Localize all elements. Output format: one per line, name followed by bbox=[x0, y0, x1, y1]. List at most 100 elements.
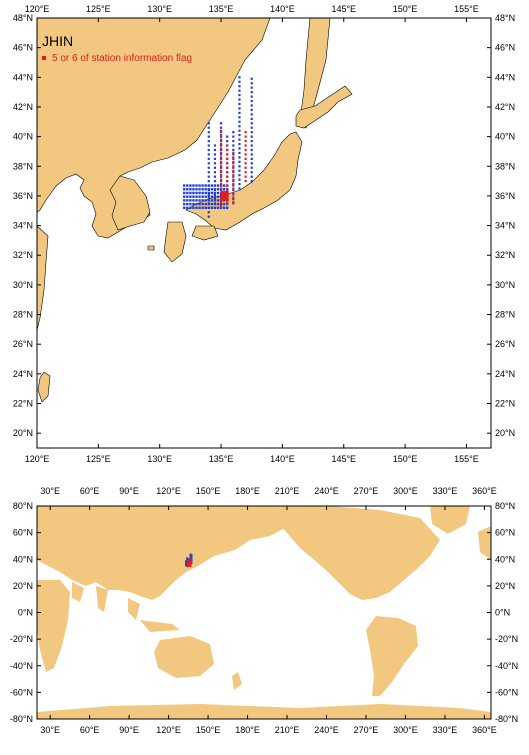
station-marker bbox=[213, 191, 217, 195]
station-marker bbox=[219, 134, 223, 137]
global-land bbox=[37, 506, 491, 719]
station-marker bbox=[213, 184, 217, 187]
lon-tick-label-bottom: 120°E bbox=[25, 454, 50, 464]
station-marker bbox=[232, 178, 235, 181]
station-marker bbox=[195, 188, 198, 191]
station-marker bbox=[216, 188, 220, 191]
lat-tick-label-left: 40°N bbox=[13, 554, 33, 564]
station-marker bbox=[250, 171, 253, 174]
lon-tick-label-bottom: 125°E bbox=[86, 454, 111, 464]
station-marker bbox=[183, 191, 186, 195]
lon-tick-label-top: 360°E bbox=[472, 486, 497, 496]
lat-tick-label-right: 26°N bbox=[495, 339, 515, 349]
lat-tick-label-right: 22°N bbox=[495, 399, 515, 409]
lat-tick-label-right: 80°N bbox=[495, 501, 515, 511]
lon-tick-label-bottom: 145°E bbox=[331, 454, 356, 464]
station-marker bbox=[219, 151, 223, 155]
station-marker bbox=[222, 188, 226, 191]
lat-tick-label-left: -40°N bbox=[10, 661, 33, 671]
station-marker bbox=[213, 202, 217, 206]
station-marker bbox=[250, 135, 253, 138]
station-marker bbox=[219, 156, 223, 159]
station-marker bbox=[213, 157, 217, 160]
station-marker bbox=[207, 166, 210, 169]
station-marker bbox=[183, 202, 186, 206]
station-marker bbox=[213, 171, 217, 174]
station-marker bbox=[207, 206, 210, 209]
station-marker bbox=[198, 202, 201, 206]
station-marker bbox=[226, 175, 229, 178]
station-marker bbox=[238, 80, 241, 83]
station-marker bbox=[210, 184, 214, 187]
lat-tick-label-right: 34°N bbox=[495, 221, 515, 231]
station-marker bbox=[188, 559, 190, 561]
station-marker bbox=[250, 77, 253, 80]
station-marker bbox=[207, 171, 210, 174]
lon-tick-label-top: 330°E bbox=[433, 486, 458, 496]
station-marker bbox=[226, 162, 229, 165]
lat-tick-label-left: -60°N bbox=[10, 687, 33, 697]
station-marker bbox=[226, 144, 229, 147]
station-marker bbox=[232, 144, 235, 147]
station-marker bbox=[207, 197, 210, 200]
map-title: JHIN bbox=[42, 33, 73, 49]
legend-label: 5 or 6 of station information flag bbox=[52, 53, 192, 64]
station-marker bbox=[201, 202, 204, 206]
station-marker bbox=[213, 144, 217, 147]
station-marker bbox=[250, 144, 253, 147]
station-marker bbox=[213, 148, 217, 152]
station-marker bbox=[219, 182, 223, 186]
station-marker bbox=[204, 188, 207, 191]
lon-tick-label-top: 120°E bbox=[25, 4, 50, 14]
lat-tick-label-right: 32°N bbox=[495, 250, 515, 260]
station-marker bbox=[186, 191, 189, 195]
station-marker bbox=[198, 206, 201, 209]
lon-tick-label-top: 140°E bbox=[270, 4, 295, 14]
station-marker bbox=[232, 169, 235, 172]
legend-marker bbox=[42, 56, 46, 60]
station-marker bbox=[219, 147, 223, 150]
station-marker bbox=[207, 135, 210, 138]
station-marker bbox=[232, 193, 235, 196]
station-marker bbox=[210, 202, 214, 206]
station-marker bbox=[238, 98, 241, 101]
lon-tick-label-bottom: 135°E bbox=[209, 454, 234, 464]
station-marker bbox=[201, 195, 204, 198]
station-marker bbox=[189, 202, 192, 206]
lon-tick-label-top: 240°E bbox=[314, 486, 339, 496]
lon-tick-label-bottom: 60°E bbox=[80, 725, 100, 735]
station-marker bbox=[183, 199, 186, 202]
station-marker bbox=[213, 195, 217, 198]
station-marker bbox=[188, 560, 191, 562]
station-marker bbox=[226, 157, 229, 160]
station-marker bbox=[219, 135, 223, 138]
station-marker bbox=[216, 195, 220, 198]
station-marker bbox=[219, 157, 223, 160]
station-marker bbox=[232, 202, 235, 205]
lat-tick-label-right: 46°N bbox=[495, 43, 515, 53]
station-marker bbox=[195, 191, 198, 195]
station-marker bbox=[244, 162, 247, 165]
station-marker bbox=[250, 82, 253, 85]
station-marker bbox=[232, 187, 235, 190]
station-marker bbox=[198, 184, 201, 187]
station-marker bbox=[219, 142, 223, 146]
station-marker bbox=[250, 91, 253, 94]
station-marker bbox=[192, 199, 195, 202]
station-marker bbox=[213, 197, 217, 200]
station-marker bbox=[207, 153, 210, 156]
station-marker bbox=[216, 202, 220, 206]
station-marker bbox=[232, 197, 235, 200]
station-marker bbox=[238, 174, 241, 177]
station-marker bbox=[201, 191, 204, 195]
station-marker bbox=[238, 151, 241, 155]
station-marker bbox=[207, 180, 210, 183]
station-marker bbox=[189, 191, 192, 195]
station-marker bbox=[210, 191, 214, 195]
station-marker bbox=[219, 206, 223, 209]
station-marker bbox=[207, 157, 210, 160]
lat-tick-label-left: 42°N bbox=[13, 102, 33, 112]
lon-tick-label-bottom: 300°E bbox=[393, 725, 418, 735]
station-marker bbox=[250, 117, 253, 120]
station-marker bbox=[213, 175, 217, 178]
